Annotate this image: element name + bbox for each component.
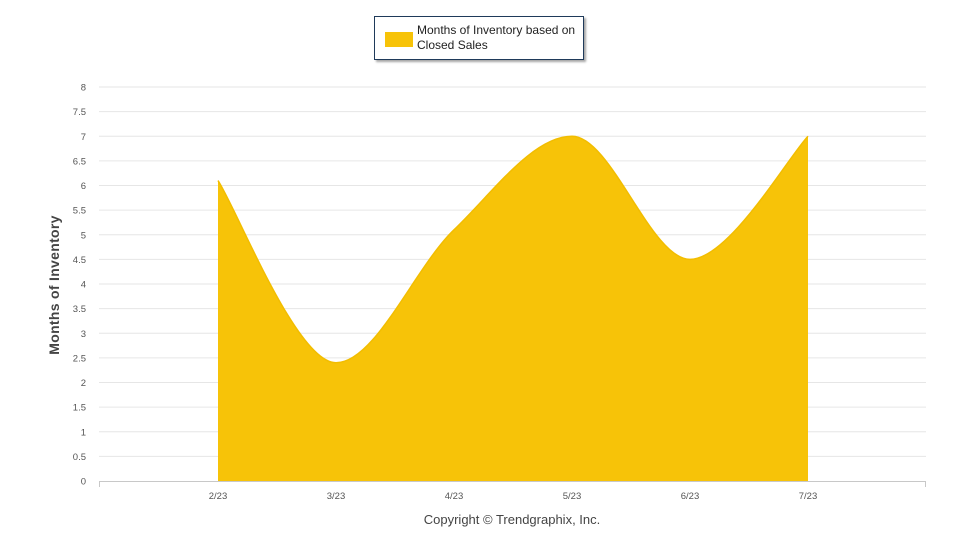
- y-tick-label: 1: [81, 427, 86, 438]
- y-tick-label: 2: [81, 378, 86, 389]
- y-tick-label: 3: [81, 329, 86, 340]
- y-tick-label: 6: [81, 181, 86, 192]
- x-tick-label: 2/23: [209, 491, 228, 502]
- area-series: [217, 135, 809, 481]
- y-tick-label: 7.5: [73, 107, 86, 118]
- y-tick-label: 5: [81, 230, 86, 241]
- copyright-text: Copyright © Trendgraphix, Inc.: [423, 512, 601, 527]
- x-tick-label: 5/23: [563, 491, 582, 502]
- area-line: [217, 135, 809, 364]
- y-tick-label: 0.5: [73, 452, 86, 463]
- x-tick-label: 3/23: [327, 491, 346, 502]
- y-tick-label: 6.5: [73, 156, 86, 167]
- y-tick-label: 1.5: [73, 403, 86, 414]
- y-tick-label: 5.5: [73, 206, 86, 217]
- legend[interactable]: Months of Inventory based on Closed Sale…: [374, 16, 584, 60]
- y-tick-label: 0: [81, 477, 86, 488]
- y-tick-label: 3.5: [73, 304, 86, 315]
- legend-swatch: [385, 32, 413, 47]
- y-tick-label: 8: [81, 83, 86, 94]
- y-tick-labels: 0 0.5 1 1.5 2 2.5 3 3.5 4 4.5 5 5.5 6 6.5 7 7.5 8: [73, 83, 86, 488]
- y-axis-title: Months of Inventory: [46, 215, 62, 355]
- axes: [99, 481, 926, 487]
- y-tick-label: 7: [81, 132, 86, 143]
- x-tick-label: 4/23: [445, 491, 464, 502]
- x-tick-label: 7/23: [799, 491, 818, 502]
- y-tick-label: 2.5: [73, 353, 86, 364]
- legend-label: Months of Inventory based on Closed Sale…: [417, 23, 576, 52]
- x-tick-label: 6/23: [681, 491, 700, 502]
- y-tick-label: 4: [81, 280, 86, 291]
- y-tick-label: 4.5: [73, 255, 86, 266]
- x-tick-labels: 2/23 3/23 4/23 5/23 6/23 7/23: [209, 491, 818, 502]
- area-fill: [218, 136, 808, 481]
